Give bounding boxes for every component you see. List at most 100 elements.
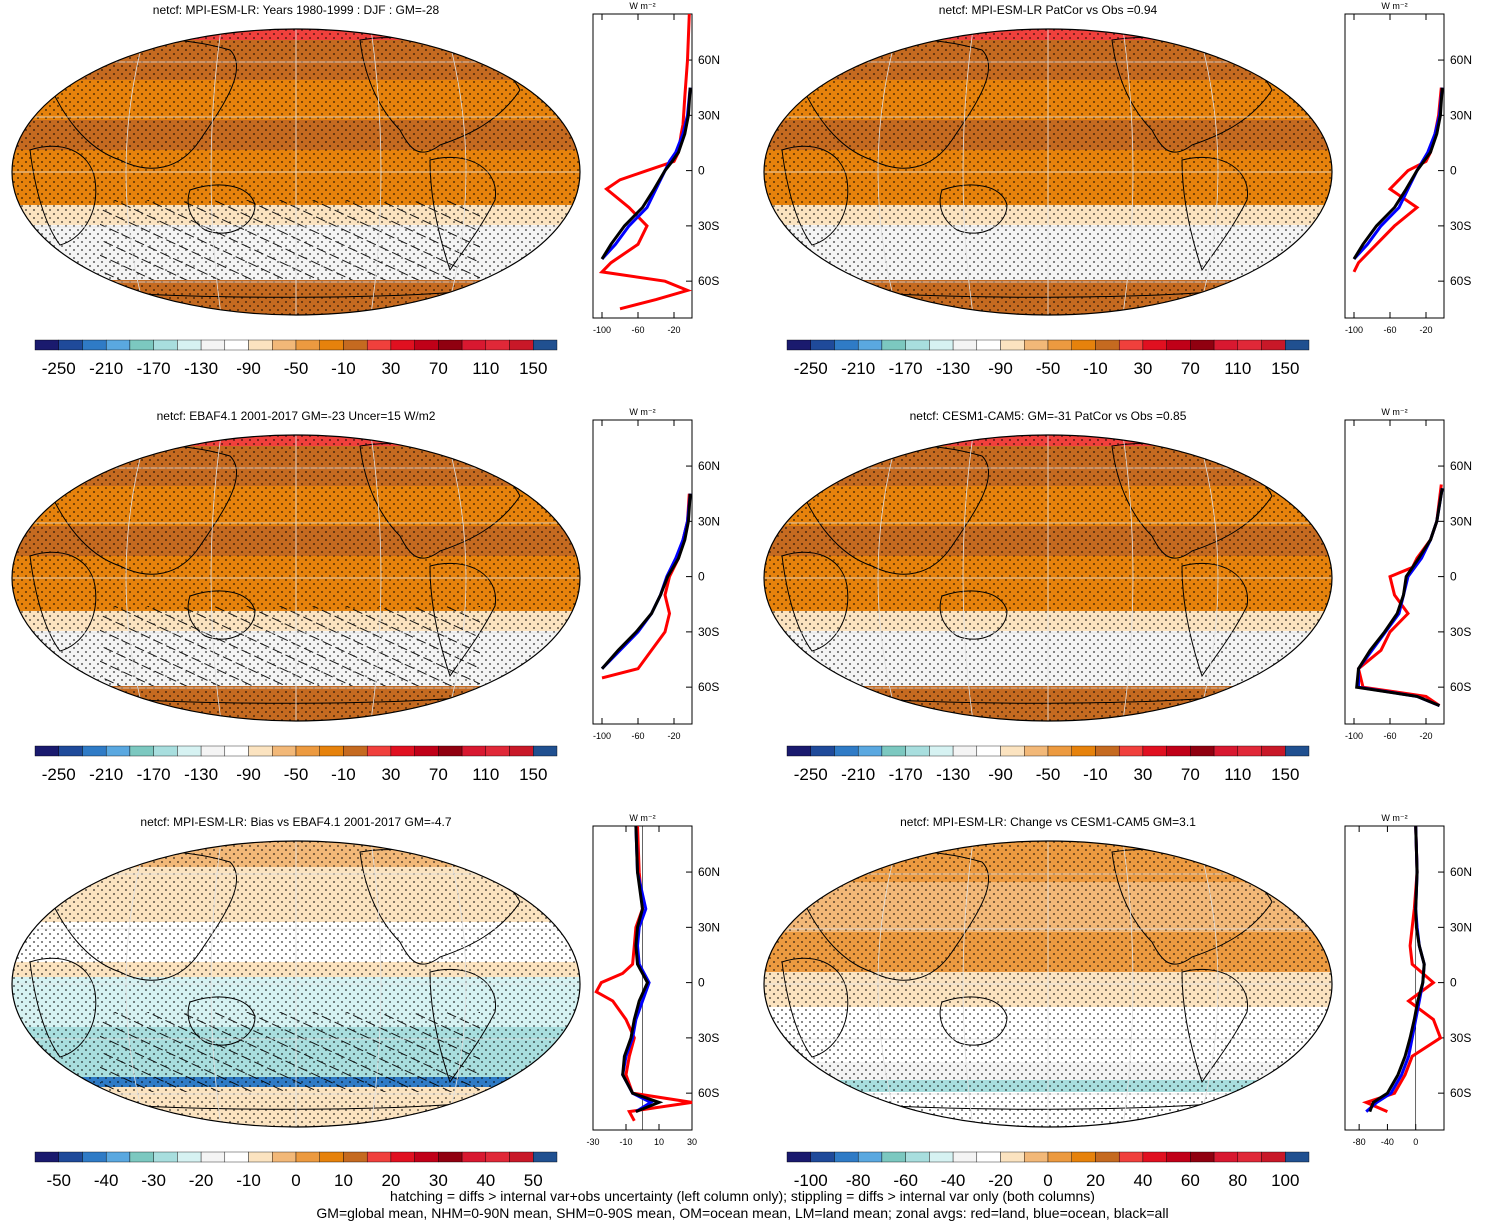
colorbar-swatch <box>881 339 906 351</box>
zonal-ytick-label: 60S <box>1450 274 1471 288</box>
colorbar-swatch <box>929 1151 954 1163</box>
zonal-ytick-label: 60S <box>698 1086 719 1100</box>
zonal-series-line <box>600 87 692 261</box>
colorbar-swatch <box>461 1151 487 1163</box>
colorbar-swatch <box>1118 1151 1144 1163</box>
zonal-series-line <box>1368 825 1426 1113</box>
zonal-series-line <box>1355 487 1444 707</box>
zonal-ytick-label: 60N <box>1450 865 1472 879</box>
panel-graphic: -250 -210 -170 -130 -90 -50 -10 30 70 110 150 W m⁻²… <box>11 407 720 784</box>
colorbar-swatch <box>810 339 835 351</box>
colorbar-swatch <box>82 339 107 351</box>
colorbar-label: 110 <box>472 765 499 784</box>
zonal-ytick-label: 30S <box>698 625 719 639</box>
colorbar-label: -170 <box>889 765 923 784</box>
zonal-unit: W m⁻² <box>629 407 655 417</box>
coastline <box>939 590 1008 640</box>
zonal-ytick-label: 0 <box>698 164 705 178</box>
colorbar-swatch <box>390 339 415 351</box>
colorbar-swatch <box>929 745 954 757</box>
colorbar-swatch <box>295 1151 320 1163</box>
colorbar-swatch <box>1047 339 1072 351</box>
colorbar-swatch <box>485 339 510 351</box>
colorbar: -250 -210 -170 -130 -90 -50 -10 30 70 110 150 <box>34 339 558 378</box>
colorbar-swatch <box>153 1151 178 1163</box>
colorbar-swatch <box>105 339 131 351</box>
colorbar-swatch <box>366 745 392 757</box>
colorbar-swatch <box>319 339 344 351</box>
colorbar-label: 70 <box>429 359 448 378</box>
zonal-ytick-label: 30N <box>1450 514 1472 528</box>
colorbar-label: 80 <box>1228 1171 1247 1190</box>
zonal-series-line <box>601 493 691 680</box>
colorbar-label: -90 <box>236 359 261 378</box>
coastline <box>1181 156 1249 272</box>
zonal-xtick-label: 10 <box>654 1137 664 1147</box>
colorbar-label: -10 <box>331 359 356 378</box>
panel-graphic: -250 -210 -170 -130 -90 -50 -10 30 70 110 150 W m⁻²… <box>763 1 1472 378</box>
zonal-plot: W m⁻² 60N 30N 0 30S 60S -100 -60 -20 <box>592 407 720 741</box>
hatching <box>100 606 480 686</box>
zonal-xtick-label: -100 <box>1345 325 1363 335</box>
colorbar-swatch <box>343 1151 368 1163</box>
colorbar-label: 60 <box>1181 1171 1200 1190</box>
colorbar-swatch <box>177 339 202 351</box>
colorbar-label: 30 <box>429 1171 448 1190</box>
coastline <box>187 184 256 234</box>
colorbar-swatch <box>272 745 297 757</box>
colorbar-label: 0 <box>1043 1171 1052 1190</box>
coastline <box>939 996 1008 1046</box>
panel-title: netcf: MPI-ESM-LR: Bias vs EBAF4.1 2001-… <box>140 815 452 829</box>
colorbar-swatch <box>485 1151 510 1163</box>
map-panel: netcf: MPI-ESM-LR: Bias vs EBAF4.1 2001-… <box>0 812 733 1212</box>
colorbar-label: 30 <box>1133 359 1152 378</box>
zonal-ytick-label: 30S <box>1450 625 1471 639</box>
footer-line-2: GM=global mean, NHM=0-90N mean, SHM=0-90… <box>316 1205 1169 1221</box>
colorbar-label: -90 <box>988 359 1013 378</box>
colorbar-swatch <box>1118 339 1144 351</box>
colorbar-swatch <box>1024 1151 1049 1163</box>
zonal-xtick-label: -100 <box>1345 731 1363 741</box>
colorbar-swatch <box>1261 745 1286 757</box>
zonal-xtick-label: -60 <box>1383 325 1396 335</box>
colorbar-swatch <box>414 1151 439 1163</box>
stipple <box>764 29 1332 315</box>
colorbar-label: 70 <box>1181 765 1200 784</box>
colorbar-swatch <box>343 745 368 757</box>
colorbar-label: -20 <box>189 1171 214 1190</box>
colorbar-swatch <box>1190 339 1215 351</box>
colorbar-swatch <box>786 1151 811 1163</box>
colorbar-swatch <box>295 339 320 351</box>
zonal-ytick-label: 30N <box>698 920 720 934</box>
colorbar-swatch <box>129 1151 154 1163</box>
colorbar-label: 30 <box>1133 765 1152 784</box>
colorbar-label: -250 <box>794 359 828 378</box>
colorbar-swatch <box>177 745 202 757</box>
colorbar-swatch <box>200 745 226 757</box>
zonal-ytick-label: 30S <box>698 219 719 233</box>
colorbar-swatch <box>461 339 487 351</box>
colorbar-swatch <box>200 1151 226 1163</box>
colorbar-label: -10 <box>1083 359 1108 378</box>
colorbar-label: -250 <box>42 359 76 378</box>
zonal-ytick-label: 60N <box>698 53 720 67</box>
zonal-xtick-label: -20 <box>667 731 680 741</box>
colorbar-label: -130 <box>936 359 970 378</box>
zonal-ytick-label: 60N <box>1450 459 1472 473</box>
colorbar-label: 20 <box>1086 1171 1105 1190</box>
colorbar: -250 -210 -170 -130 -90 -50 -10 30 70 110 150 <box>34 745 558 784</box>
zonal-unit: W m⁻² <box>629 1 655 11</box>
zonal-plot: W m⁻² 60N 30N 0 30S 60S -80 -40 0 <box>1344 813 1472 1147</box>
zonal-ytick-label: 0 <box>698 976 705 990</box>
map-outline <box>763 28 1333 316</box>
zonal-ytick-label: 60N <box>1450 53 1472 67</box>
map-panel: netcf: MPI-ESM-LR: Change vs CESM1-CAM5 … <box>752 812 1485 1212</box>
colorbar-label: -130 <box>184 765 218 784</box>
panel-title: netcf: CESM1-CAM5: GM=-31 PatCor vs Obs … <box>909 409 1187 423</box>
colorbar-swatch <box>34 339 59 351</box>
colorbar-label: -90 <box>236 765 261 784</box>
colorbar-swatch <box>1213 339 1239 351</box>
colorbar-label: 50 <box>524 1171 543 1190</box>
colorbar-swatch <box>509 745 534 757</box>
colorbar-swatch <box>414 745 439 757</box>
